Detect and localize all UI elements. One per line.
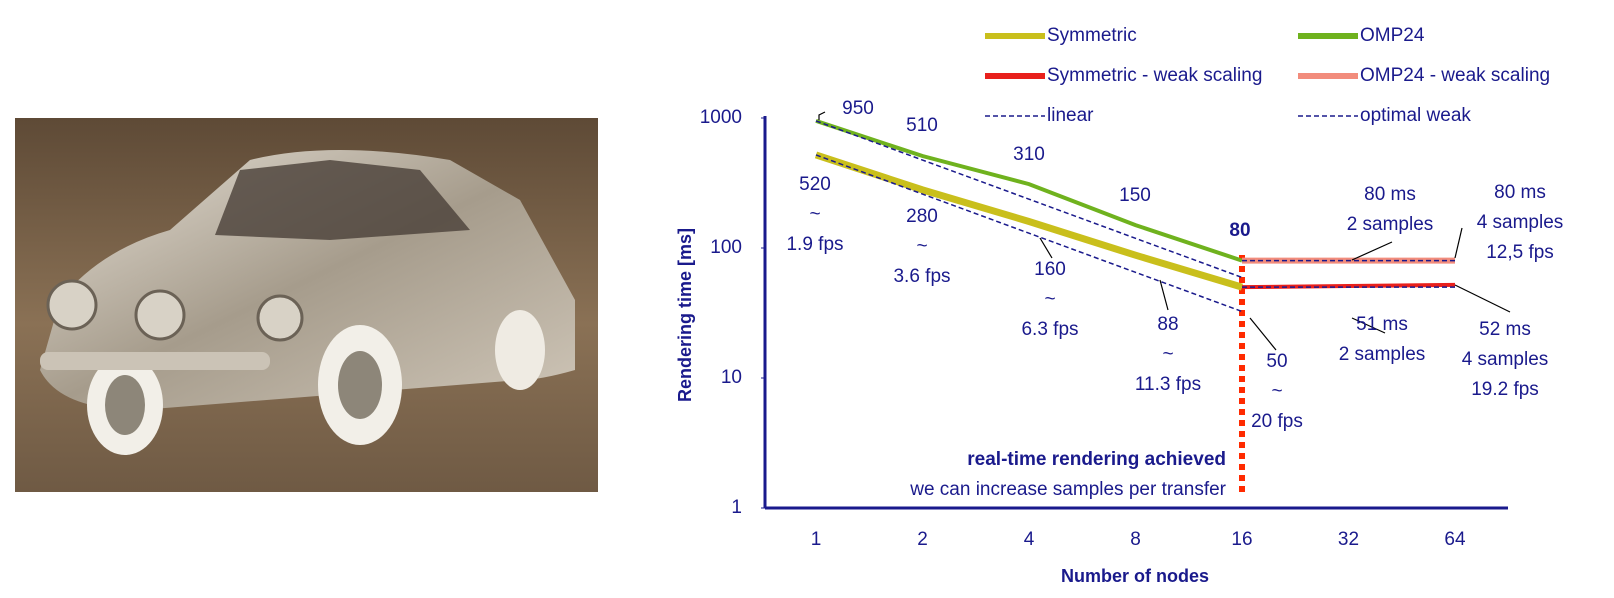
value-label: 520 (799, 174, 831, 195)
value-label: 280 (906, 206, 938, 227)
value-label: ~ (809, 204, 820, 225)
legend-label: Symmetric (1047, 25, 1137, 46)
value-label: 1.9 fps (786, 234, 843, 255)
y-axis-title: Rendering time [ms] (675, 228, 695, 402)
value-label: ~ (916, 236, 927, 257)
value-label: 150 (1119, 185, 1151, 206)
x-tick-label: 2 (917, 529, 928, 550)
value-label: 510 (906, 115, 938, 136)
value-label: 80 (1229, 220, 1250, 241)
y-tick-label: 100 (710, 237, 742, 258)
value-label: 4 samples (1477, 212, 1564, 233)
value-label: 19.2 fps (1471, 379, 1539, 400)
leader-line (1352, 242, 1392, 260)
value-label: 3.6 fps (893, 266, 950, 287)
leader-line (819, 112, 825, 120)
value-label: 20 fps (1251, 411, 1303, 432)
y-tick-label: 10 (721, 367, 742, 388)
value-label: 51 ms (1356, 314, 1408, 335)
y-tick-label: 1 (731, 497, 742, 518)
x-tick-label: 1 (811, 529, 822, 550)
legend-label: optimal weak (1360, 105, 1471, 126)
series-line (816, 155, 1242, 287)
value-label: 50 (1266, 351, 1287, 372)
leader-line (1455, 228, 1462, 258)
legend-label: OMP24 - weak scaling (1360, 65, 1550, 86)
series-line (816, 121, 1242, 261)
value-label: ~ (1162, 344, 1173, 365)
value-label: ~ (1044, 289, 1055, 310)
legend-label: linear (1047, 105, 1094, 126)
legend-label: OMP24 (1360, 25, 1425, 46)
x-tick-label: 16 (1231, 529, 1252, 550)
value-label: 88 (1157, 314, 1178, 335)
chart: 1 10 100 1000 1 2 4 8 16 32 64 Number of nodes Rende… (675, 25, 1564, 586)
value-label: 950 (842, 98, 874, 119)
value-label: ~ (1271, 381, 1282, 402)
value-label: 12,5 fps (1486, 242, 1554, 263)
leader-line (1250, 318, 1276, 350)
value-label: 4 samples (1462, 349, 1549, 370)
legend-label: Symmetric - weak scaling (1047, 65, 1262, 86)
value-label: 160 (1034, 259, 1066, 280)
leader-line (1455, 285, 1510, 312)
leader-line (1160, 280, 1168, 310)
value-label: 2 samples (1347, 214, 1434, 235)
slide: 1 10 100 1000 1 2 4 8 16 32 64 Number of nodes Rende… (0, 0, 1614, 598)
car-photo (15, 118, 598, 492)
x-tick-label: 4 (1024, 529, 1035, 550)
x-tick-label: 32 (1338, 529, 1359, 550)
y-tick-label: 1000 (700, 107, 742, 128)
x-tick-label: 8 (1130, 529, 1141, 550)
x-tick-label: 64 (1444, 529, 1466, 550)
x-axis-title: Number of nodes (1061, 566, 1209, 586)
annotation: real-time rendering achieved (967, 449, 1226, 470)
series-line (816, 155, 1242, 312)
value-label: 11.3 fps (1135, 374, 1201, 395)
value-label: 2 samples (1339, 344, 1426, 365)
value-label: 6.3 fps (1021, 319, 1078, 340)
annotation: we can increase samples per transfer (909, 479, 1226, 500)
value-label: 80 ms (1364, 184, 1416, 205)
value-label: 52 ms (1479, 319, 1531, 340)
value-label: 80 ms (1494, 182, 1546, 203)
value-label: 310 (1013, 144, 1045, 165)
